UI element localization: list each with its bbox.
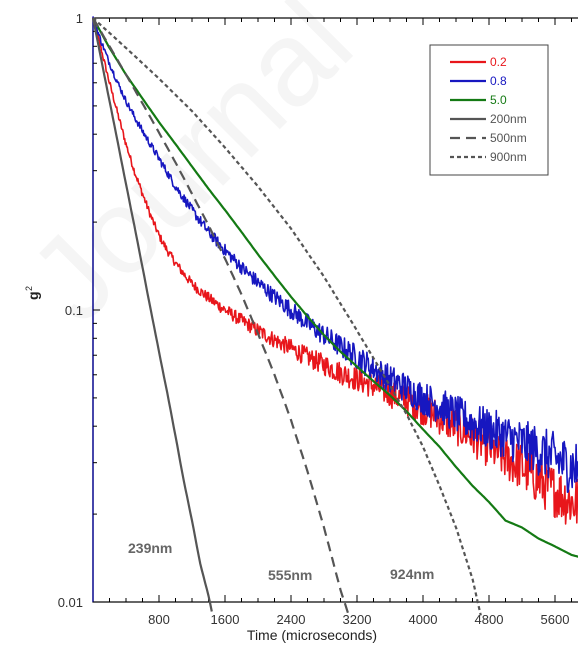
x-axis-title: Time (microseconds) [247,627,377,643]
legend-label-500nm: 500nm [490,131,527,145]
watermark: Journal [4,0,377,347]
series-line-0.2 [92,16,578,525]
series-line-5.0 [92,17,578,558]
legend-label-0.2: 0.2 [490,55,507,69]
legend-label-5.0: 5.0 [490,93,507,107]
x-tick-label: 3200 [343,612,372,627]
y-tick-label: 1 [76,11,83,26]
annotation-239nm: 239nm [128,540,172,556]
x-tick-label: 4000 [409,612,438,627]
series-layer [91,16,578,616]
y-axis-title: g 2 [24,286,41,300]
series-line-200nm [91,17,213,612]
y-tick-label: 0.01 [58,595,83,610]
annotation-555nm: 555nm [268,567,312,583]
series-line-0.8 [92,16,578,493]
series-line-500nm [92,17,350,616]
annotation-924nm: 924nm [390,566,434,582]
x-tick-label: 2400 [277,612,306,627]
axis-ticks: 800 1600 2400 3200 4000 4800 5600 0.01 0.1 1 [58,11,572,627]
x-tick-label: 800 [148,612,170,627]
x-tick-label: 5600 [541,612,570,627]
legend: 0.2 0.8 5.0 200nm 500nm 900nm [429,44,549,176]
legend-box [429,44,549,176]
legend-label-900nm: 900nm [490,150,527,164]
legend-label-200nm: 200nm [490,112,527,126]
y-tick-label: 0.1 [65,303,83,318]
svg-text:2: 2 [24,286,34,291]
x-tick-label: 1600 [211,612,240,627]
series-line-900nm [92,17,482,616]
x-tick-label: 4800 [475,612,504,627]
svg-text:g: g [25,291,41,300]
legend-label-0.8: 0.8 [490,74,507,88]
